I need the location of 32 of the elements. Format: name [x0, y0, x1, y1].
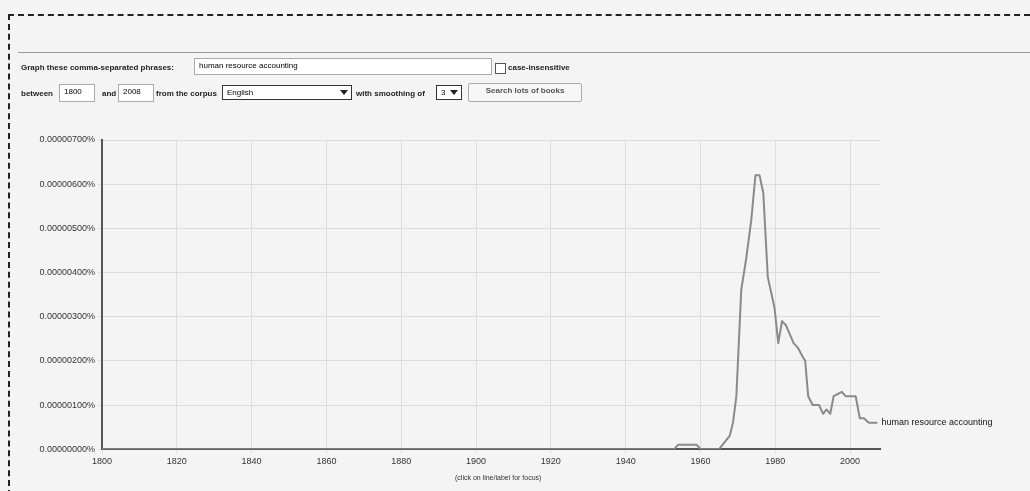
x-tick-label: 1800 [91, 456, 113, 467]
text: human resource accounting [199, 61, 298, 70]
x-tick-label: 2000 [840, 456, 861, 467]
y-tick-label: 0.00000200% [39, 355, 95, 366]
x-tick-label: 1960 [690, 456, 711, 467]
x-tick-label: 1920 [540, 456, 561, 467]
x-tick-label: 1880 [391, 456, 412, 467]
x-tick-label: 1940 [615, 456, 636, 467]
text: 2008 [123, 87, 141, 96]
y-tick-label: 0.00000400% [39, 267, 95, 277]
y-tick-label: 0.00000500% [39, 222, 95, 233]
text: 1800 [64, 87, 82, 96]
x-tick-label: 1980 [765, 456, 786, 467]
text: from the corpus [156, 89, 217, 98]
text: between [21, 89, 54, 98]
y-tick-label: 0.00000000% [39, 443, 95, 454]
y-tick-label: 0.00000100% [39, 399, 95, 410]
text: English [227, 88, 254, 97]
y-tick-label: 0.00000600% [39, 178, 95, 189]
text: and [102, 89, 117, 98]
y-tick-label: 0.00000300% [39, 311, 95, 322]
text: Graph these comma-separated phrases: [21, 63, 174, 72]
x-tick-label: 1820 [166, 456, 187, 467]
text: Search lots of books [485, 86, 565, 95]
y-tick-label: 0.00000700% [39, 134, 95, 145]
series-label: human resource accounting [881, 417, 993, 428]
text: with smoothing of [356, 89, 425, 98]
text: case-insensitive [508, 63, 570, 72]
x-tick-label: 1860 [316, 456, 337, 467]
x-tick-label: 1900 [466, 456, 487, 467]
text: 3 [441, 88, 446, 97]
x-tick-label: 1840 [241, 456, 262, 467]
